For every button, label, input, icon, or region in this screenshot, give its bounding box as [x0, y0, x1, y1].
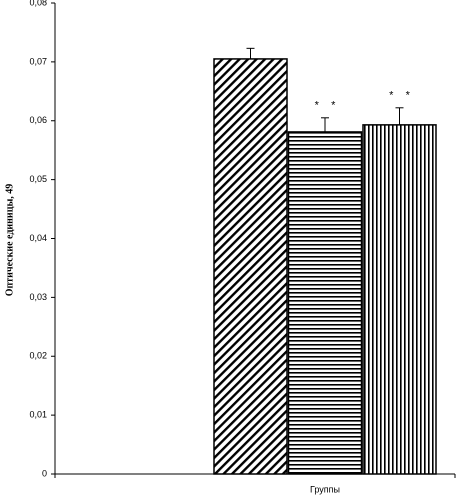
y-tick-label: 0,05	[29, 174, 47, 184]
y-tick-label: 0,03	[29, 292, 47, 302]
y-tick-label: 0,08	[29, 0, 47, 7]
y-axis-label: Оптические единицы, 49	[4, 184, 15, 297]
y-tick-label: 0,06	[29, 115, 47, 125]
y-tick-label: 0,02	[29, 351, 47, 361]
y-tick-label: 0,04	[29, 233, 47, 243]
bar	[287, 131, 363, 475]
y-tick-label: 0,01	[29, 410, 47, 420]
annotation: * *	[315, 100, 337, 112]
y-tick-label: 0	[42, 468, 47, 478]
annotation: * *	[389, 90, 411, 102]
y-tick-label: 0,07	[29, 56, 47, 66]
bar	[362, 124, 437, 475]
bar	[213, 58, 288, 475]
x-axis-label: Группы	[310, 484, 340, 494]
